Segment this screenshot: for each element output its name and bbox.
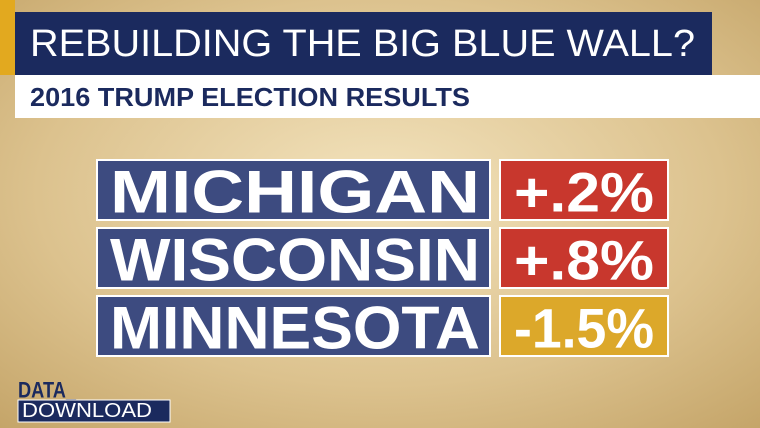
result-value: -1.5% [514,297,654,360]
result-box [499,159,669,221]
state-name: MINNESOTA [110,295,480,362]
state-box [96,159,491,221]
subtitle-bar [15,75,760,118]
result-box [499,227,669,289]
state-box [96,295,491,357]
brand-line1: DATA_ [18,378,77,403]
result-value: +.2% [514,161,654,224]
state-box [96,227,491,289]
title: REBUILDING THE BIG BLUE WALL? [30,23,695,65]
result-box [499,295,669,357]
brand-box [17,399,171,423]
accent-strip [0,0,15,75]
brand-line2: DOWNLOAD [22,400,152,422]
results: MICHIGAN +.2% WISCONSIN +.8% MINNESOTA -1.5% [96,159,669,362]
result-value: +.8% [514,229,654,292]
title-bar [15,12,712,75]
state-name: MICHIGAN [110,159,480,226]
state-name: WISCONSIN [110,227,480,294]
subtitle: 2016 TRUMP ELECTION RESULTS [30,82,470,112]
